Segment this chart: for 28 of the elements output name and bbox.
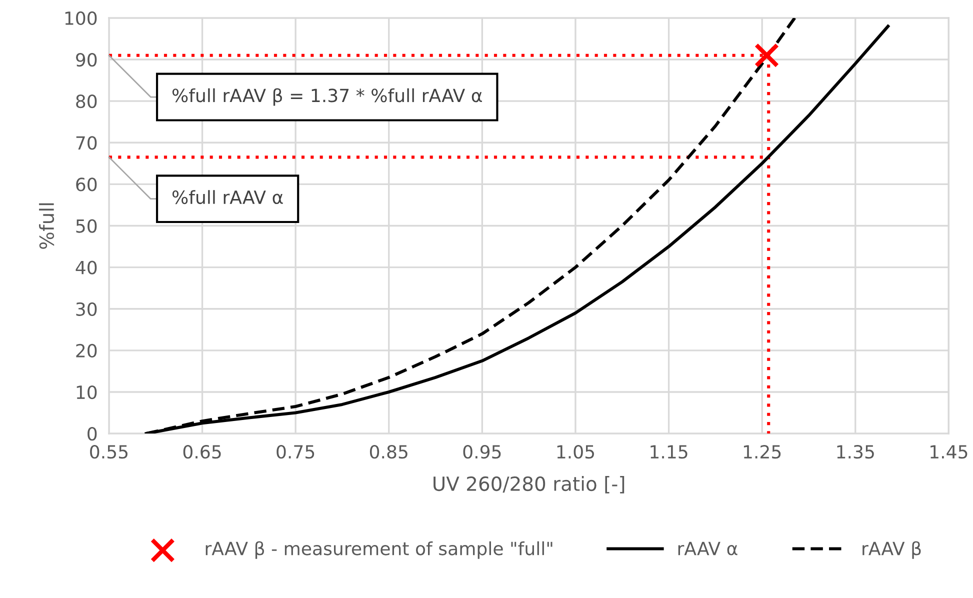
y-axis-title: %full bbox=[39, 203, 54, 249]
y-tick-label: 50 bbox=[76, 219, 97, 233]
y-tick-label: 100 bbox=[65, 11, 97, 26]
x-axis-title: UV 260/280 ratio [-] bbox=[434, 476, 624, 494]
x-tick-label: 1.05 bbox=[557, 444, 594, 459]
x-tick-label: 1.15 bbox=[650, 445, 688, 459]
annotation: %full rAAV α bbox=[172, 190, 283, 204]
y-tick-label: 40 bbox=[76, 260, 97, 274]
y-tick-label: 90 bbox=[76, 52, 97, 67]
x-tick-label: 1.25 bbox=[744, 444, 781, 459]
x-tick-label: 0.85 bbox=[370, 444, 408, 459]
y-tick-label: 10 bbox=[76, 385, 97, 400]
y-tick-label: 20 bbox=[76, 344, 97, 358]
y-tick-label: 80 bbox=[76, 94, 97, 108]
x-tick-label: 0.95 bbox=[463, 444, 501, 459]
legend-label: rAAV β - measurement of sample "full" bbox=[206, 541, 552, 559]
annotation: %full rAAV β = 1.37 * %full rAAV α bbox=[172, 88, 482, 106]
legend-label: rAAV α bbox=[678, 542, 738, 556]
x-tick-label: 0.65 bbox=[183, 444, 221, 459]
legend-label: rAAV β bbox=[862, 541, 921, 559]
x-tick-label: 0.55 bbox=[90, 444, 128, 459]
x-tick-label: 1.45 bbox=[930, 445, 968, 459]
y-tick-label: 0 bbox=[88, 427, 97, 441]
y-tick-label: 30 bbox=[76, 302, 97, 316]
y-tick-label: 60 bbox=[76, 178, 97, 192]
x-tick-label: 0.75 bbox=[276, 444, 314, 459]
y-tick-label: 70 bbox=[76, 136, 97, 150]
x-tick-label: 1.35 bbox=[837, 444, 874, 459]
